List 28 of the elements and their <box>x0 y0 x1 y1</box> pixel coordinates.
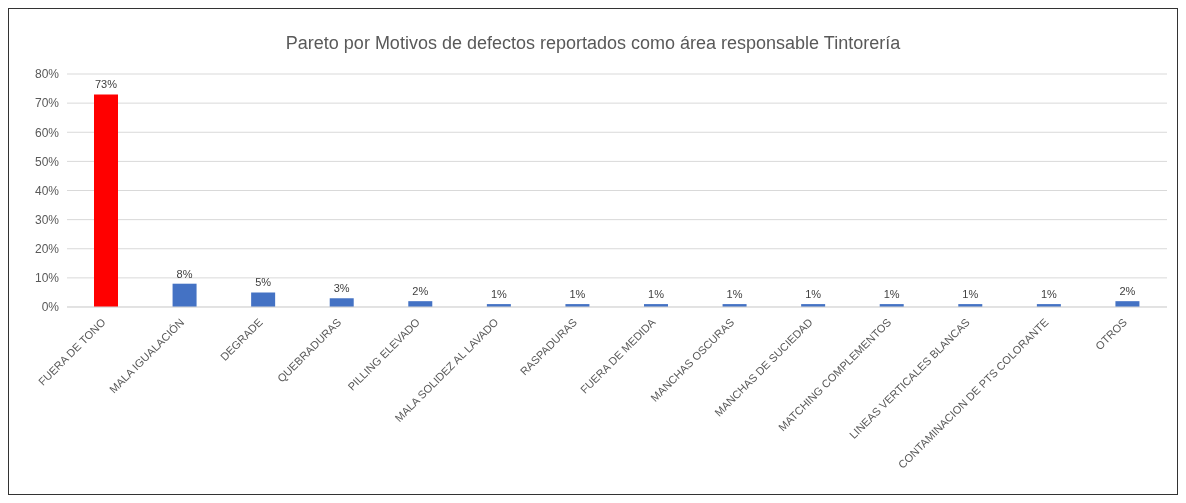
y-tick-label: 80% <box>34 67 60 82</box>
bar <box>172 283 197 307</box>
y-tick-label: 50% <box>34 154 60 169</box>
y-tick-label: 70% <box>34 96 60 111</box>
y-tick-label: 40% <box>34 183 60 198</box>
bar <box>94 94 118 307</box>
data-label: 1% <box>569 288 586 301</box>
data-label: 1% <box>648 288 665 301</box>
data-label: 1% <box>962 288 979 301</box>
y-tick-label: 20% <box>34 242 60 257</box>
data-label: 1% <box>805 288 822 301</box>
data-label: 2% <box>412 285 429 298</box>
data-label: 1% <box>726 288 743 301</box>
bar <box>329 298 354 307</box>
data-label: 5% <box>255 276 272 289</box>
chart-title: Pareto por Motivos de defectos reportados como área responsable Tintorería <box>284 33 902 54</box>
data-label: 1% <box>1040 288 1058 301</box>
bar <box>251 292 276 307</box>
data-label: 2% <box>1119 285 1136 298</box>
data-label: 1% <box>490 288 508 301</box>
y-tick-label: 60% <box>34 125 60 140</box>
y-tick-label: 30% <box>34 212 60 227</box>
data-label: 8% <box>176 267 193 280</box>
data-label: 3% <box>333 282 350 295</box>
y-tick-label: 10% <box>34 271 60 286</box>
y-tick-label: 0% <box>41 300 60 315</box>
data-label: 1% <box>883 288 900 301</box>
data-label: 73% <box>94 78 118 91</box>
